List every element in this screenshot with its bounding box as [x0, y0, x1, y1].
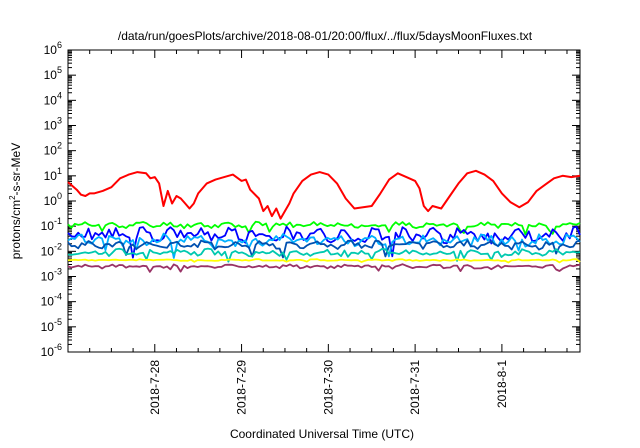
y-axis: 10610510410310210110010-110-210-310-410-…	[41, 40, 580, 359]
y-tick-exponent: 6	[57, 40, 62, 50]
series-line	[67, 225, 581, 259]
x-tick-label: 2018-7-29	[235, 360, 249, 415]
series-line	[67, 258, 581, 264]
y-tick-base: 10	[41, 244, 55, 258]
x-tick-label: 2018-7-30	[321, 360, 335, 415]
y-tick-label: 10-2	[41, 241, 62, 258]
y-tick-exponent: 2	[57, 141, 62, 151]
series-line	[67, 247, 581, 263]
y-label-pre: protons/cm	[9, 200, 23, 259]
series-line	[67, 239, 581, 259]
y-tick-exponent: -1	[54, 216, 62, 226]
series-group	[67, 169, 581, 273]
y-tick-base: 10	[41, 295, 55, 309]
y-tick-base: 10	[44, 169, 58, 183]
y-tick-base: 10	[44, 68, 58, 82]
y-tick-label: 104	[44, 90, 62, 107]
y-tick-exponent: -5	[54, 317, 62, 327]
y-tick-base: 10	[44, 144, 58, 158]
plot-area	[67, 49, 581, 353]
chart-title: /data/run/goesPlots/archive/2018-08-01/2…	[118, 29, 533, 43]
y-tick-exponent: -6	[54, 342, 62, 352]
y-tick-exponent: 1	[57, 166, 62, 176]
y-tick-exponent: 0	[57, 191, 62, 201]
y-tick-label: 10-4	[41, 292, 62, 309]
y-tick-base: 10	[44, 194, 58, 208]
y-axis-label: protons/cm2-s-sr-MeV	[8, 143, 23, 259]
y-tick-base: 10	[44, 119, 58, 133]
y-tick-exponent: -4	[54, 292, 62, 302]
y-tick-label: 10-6	[41, 342, 62, 359]
y-tick-label: 103	[44, 116, 62, 133]
y-tick-label: 10-3	[41, 267, 62, 284]
x-axis: 2018-7-28 2018-7-29 2018-7-30 2018-7-31 2018…	[89, 50, 568, 415]
y-tick-label: 101	[44, 166, 62, 183]
y-tick-base: 10	[41, 345, 55, 359]
series-line	[67, 263, 581, 273]
y-tick-exponent: -2	[54, 241, 62, 251]
y-tick-base: 10	[41, 219, 55, 233]
x-axis-label: Coordinated Universal Time (UTC)	[230, 427, 414, 441]
y-label-post: -s-sr-MeV	[9, 143, 23, 196]
y-tick-label: 100	[44, 191, 62, 208]
y-tick-label: 105	[44, 65, 62, 82]
y-label-sup: 2	[8, 195, 17, 200]
series-line	[67, 220, 581, 236]
y-tick-exponent: 3	[57, 116, 62, 126]
x-tick-label: 2018-7-31	[408, 360, 422, 415]
y-tick-label: 102	[44, 141, 62, 158]
y-tick-base: 10	[44, 43, 58, 57]
plot-frame	[67, 49, 581, 353]
y-tick-exponent: 5	[57, 65, 62, 75]
y-tick-exponent: -3	[54, 267, 62, 277]
x-tick-label: 2018-7-28	[148, 360, 162, 415]
y-tick-base: 10	[41, 270, 55, 284]
y-tick-label: 10-5	[41, 317, 62, 334]
y-tick-label: 10-1	[41, 216, 62, 233]
series-line	[67, 169, 581, 220]
y-tick-exponent: 4	[57, 90, 62, 100]
y-tick-base: 10	[41, 320, 55, 334]
x-tick-label: 2018-8-1	[495, 360, 509, 408]
y-tick-label: 106	[44, 40, 62, 57]
y-tick-base: 10	[44, 93, 58, 107]
